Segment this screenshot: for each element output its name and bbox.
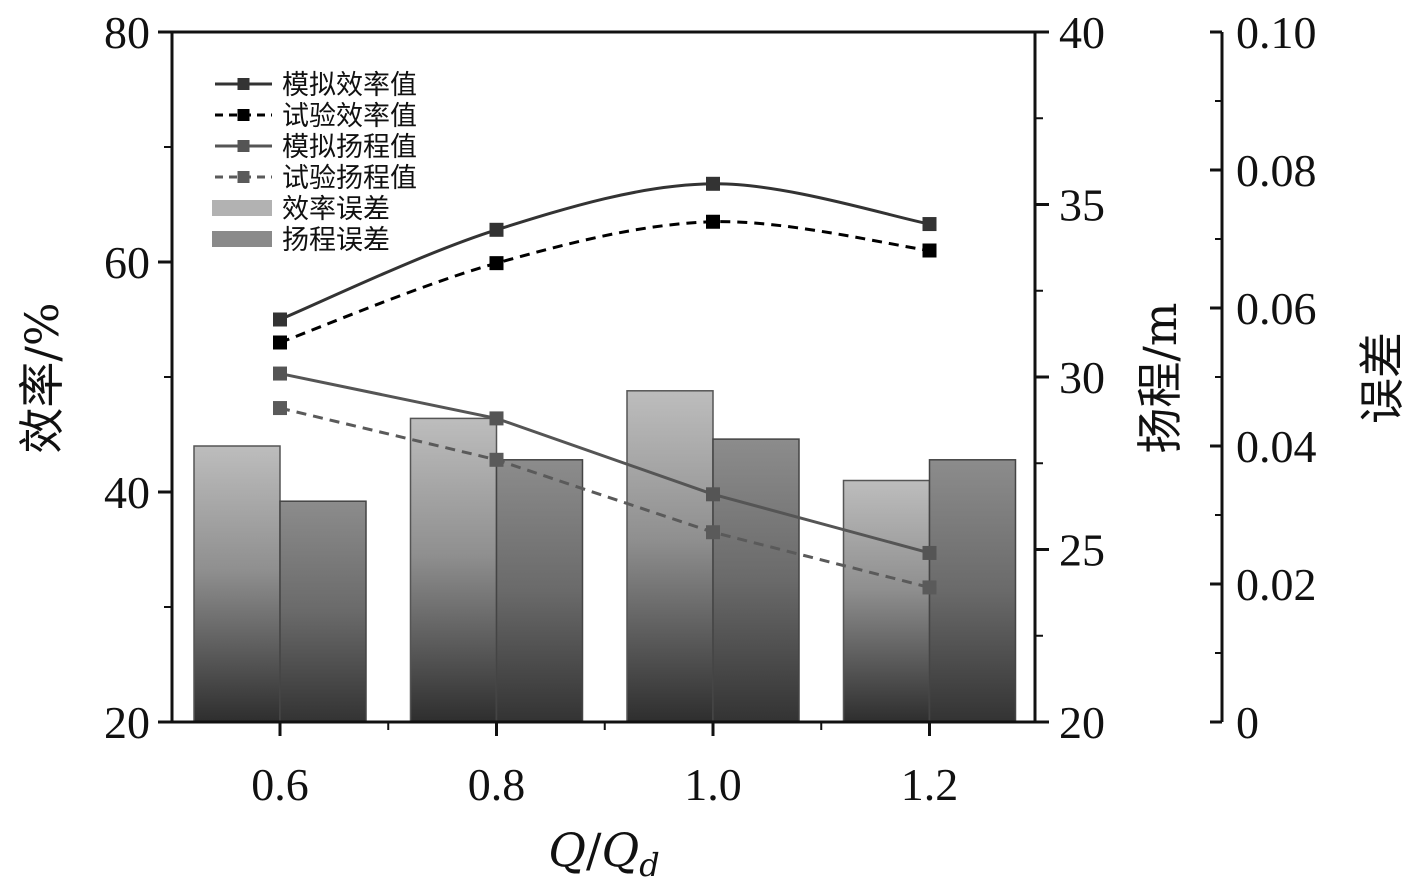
bar-efficiency-error bbox=[409, 417, 498, 723]
legend-marker-exp-efficiency bbox=[237, 109, 250, 121]
x-label-slash: / bbox=[586, 823, 602, 877]
legend-label-exp-efficiency: 试验效率值 bbox=[282, 101, 417, 132]
y-right1-tick-label: 20 bbox=[1059, 697, 1105, 748]
sim-head-marker bbox=[489, 411, 504, 426]
y-left-tick-label: 40 bbox=[104, 467, 150, 518]
bar-head-error bbox=[495, 459, 584, 723]
legend-swatch-head-error bbox=[212, 231, 272, 247]
y-left-tick-label: 20 bbox=[104, 697, 150, 748]
bar-efficiency-error bbox=[842, 479, 931, 723]
x-tick-label: 1.2 bbox=[901, 759, 959, 810]
sim-head-marker bbox=[273, 366, 287, 381]
y-left-tick-label: 80 bbox=[104, 7, 150, 58]
legend-label-efficiency-error: 效率误差 bbox=[282, 194, 390, 225]
bar-head-error bbox=[279, 500, 367, 723]
sim-efficiency-marker bbox=[273, 312, 287, 327]
legend-label-head-error: 扬程误差 bbox=[282, 225, 390, 256]
bar-head-error bbox=[928, 459, 1017, 723]
y-right2-tick-label: 0.10 bbox=[1236, 7, 1317, 58]
y-left-label: 效率/% bbox=[15, 302, 69, 453]
legend-label-exp-head: 试验扬程值 bbox=[282, 163, 417, 194]
exp-head-marker bbox=[922, 580, 937, 595]
legend-marker-sim-efficiency bbox=[237, 78, 250, 90]
sim-efficiency-line bbox=[279, 182, 930, 321]
bar-efficiency-error bbox=[626, 390, 714, 723]
legend-marker-exp-head bbox=[237, 171, 250, 183]
exp-head-marker bbox=[273, 401, 287, 416]
axes-layer: 20 40 60 80 0.6 0.8 1.0 1.2 20 25 30 35 40 0 0.02 0.04 0… bbox=[104, 7, 1317, 810]
y-right1-tick-label: 40 bbox=[1059, 7, 1105, 58]
y-right2-label: 误差 bbox=[1355, 332, 1409, 424]
x-axis-label: Q/Qd bbox=[548, 823, 659, 884]
sim-head-marker bbox=[922, 545, 937, 560]
legend-label-sim-efficiency: 模拟效率值 bbox=[282, 70, 417, 101]
bars-layer bbox=[193, 390, 1017, 723]
y-right2-tick-label: 0 bbox=[1236, 697, 1259, 748]
sim-efficiency-marker bbox=[489, 222, 504, 237]
sim-head-marker bbox=[706, 487, 720, 502]
x-label-sub: d bbox=[639, 846, 659, 884]
exp-efficiency-marker bbox=[489, 256, 504, 271]
y-right1-tick-label: 25 bbox=[1059, 525, 1105, 576]
x-tick-label: 1.0 bbox=[684, 759, 742, 810]
legend-label-sim-head: 模拟扬程值 bbox=[282, 132, 417, 163]
exp-efficiency-marker bbox=[706, 214, 720, 229]
y-right1-tick-label: 35 bbox=[1059, 180, 1105, 231]
exp-head-marker bbox=[489, 452, 504, 467]
sim-efficiency-marker bbox=[706, 176, 720, 191]
sim-head-line bbox=[279, 372, 930, 555]
y-left-tick-label: 60 bbox=[104, 237, 150, 288]
exp-head-line bbox=[279, 406, 930, 589]
y-right1-tick-label: 30 bbox=[1059, 352, 1105, 403]
legend-swatch-efficiency-error bbox=[212, 200, 272, 216]
x-tick-label: 0.6 bbox=[251, 759, 309, 810]
y-right1-label: 扬程/m bbox=[1133, 302, 1187, 453]
x-label-q: Q bbox=[548, 823, 586, 877]
y-right2-tick-label: 0.06 bbox=[1236, 283, 1317, 334]
bar-efficiency-error bbox=[193, 445, 281, 723]
x-label-q2: Q bbox=[602, 823, 640, 877]
y-right2-tick-label: 0.02 bbox=[1236, 559, 1317, 610]
bar-head-error bbox=[712, 438, 800, 723]
legend-marker-sim-head bbox=[237, 140, 250, 152]
x-tick-label: 0.8 bbox=[468, 759, 526, 810]
exp-efficiency-marker bbox=[273, 335, 287, 350]
y-right2-tick-label: 0.04 bbox=[1236, 421, 1317, 472]
lines-layer bbox=[273, 176, 937, 595]
sim-efficiency-marker bbox=[922, 217, 937, 232]
exp-head-marker bbox=[706, 525, 720, 540]
y-right2-tick-label: 0.08 bbox=[1236, 145, 1317, 196]
exp-efficiency-marker bbox=[922, 243, 937, 258]
